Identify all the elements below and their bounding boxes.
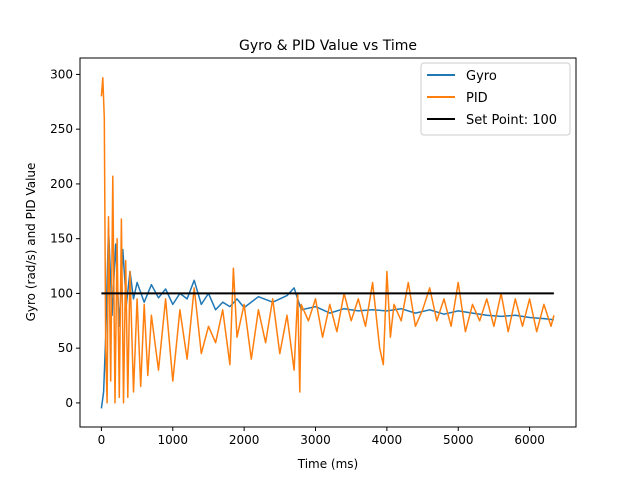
x-tick-label: 4000 bbox=[372, 433, 403, 447]
x-tick-label: 2000 bbox=[229, 433, 260, 447]
series-line-pid bbox=[100, 76, 555, 404]
y-tick-label: 100 bbox=[50, 286, 73, 300]
y-tick-label: 300 bbox=[50, 67, 73, 81]
legend: Gyro PID Set Point: 100 bbox=[420, 62, 571, 136]
chart-title: Gyro & PID Value vs Time bbox=[239, 38, 417, 54]
y-tick-label: 0 bbox=[65, 396, 73, 410]
x-axis: 0 1000 2000 3000 4000 5000 6000 bbox=[98, 427, 545, 447]
y-tick-label: 150 bbox=[50, 232, 73, 246]
y-axis: 0 50 100 150 200 250 300 bbox=[50, 67, 80, 410]
y-axis-label: Gyro (rad/s) and PID Value bbox=[24, 163, 38, 322]
legend-pid-label: PID bbox=[466, 91, 488, 106]
x-tick-label: 1000 bbox=[158, 433, 189, 447]
series-layer bbox=[100, 76, 555, 409]
x-tick-label: 5000 bbox=[443, 433, 474, 447]
axes-frame bbox=[79, 57, 577, 428]
x-axis-label: Time (ms) bbox=[297, 457, 359, 471]
y-tick-label: 250 bbox=[50, 122, 73, 136]
x-tick-label: 0 bbox=[98, 433, 106, 447]
legend-gyro-label: Gyro bbox=[466, 69, 497, 84]
x-tick-label: 6000 bbox=[514, 433, 545, 447]
y-tick-label: 50 bbox=[58, 341, 73, 355]
legend-setpoint-label: Set Point: 100 bbox=[466, 113, 557, 128]
y-tick-label: 200 bbox=[50, 177, 73, 191]
legend-box bbox=[420, 62, 571, 136]
x-tick-label: 3000 bbox=[300, 433, 331, 447]
